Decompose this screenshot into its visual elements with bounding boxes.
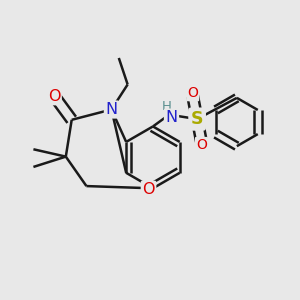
Text: S: S — [191, 110, 203, 128]
Text: O: O — [196, 138, 207, 152]
Text: O: O — [142, 182, 155, 197]
Text: N: N — [165, 110, 178, 125]
Text: N: N — [105, 102, 118, 117]
Text: O: O — [187, 86, 198, 100]
Text: O: O — [48, 89, 60, 104]
Text: H: H — [162, 100, 172, 113]
